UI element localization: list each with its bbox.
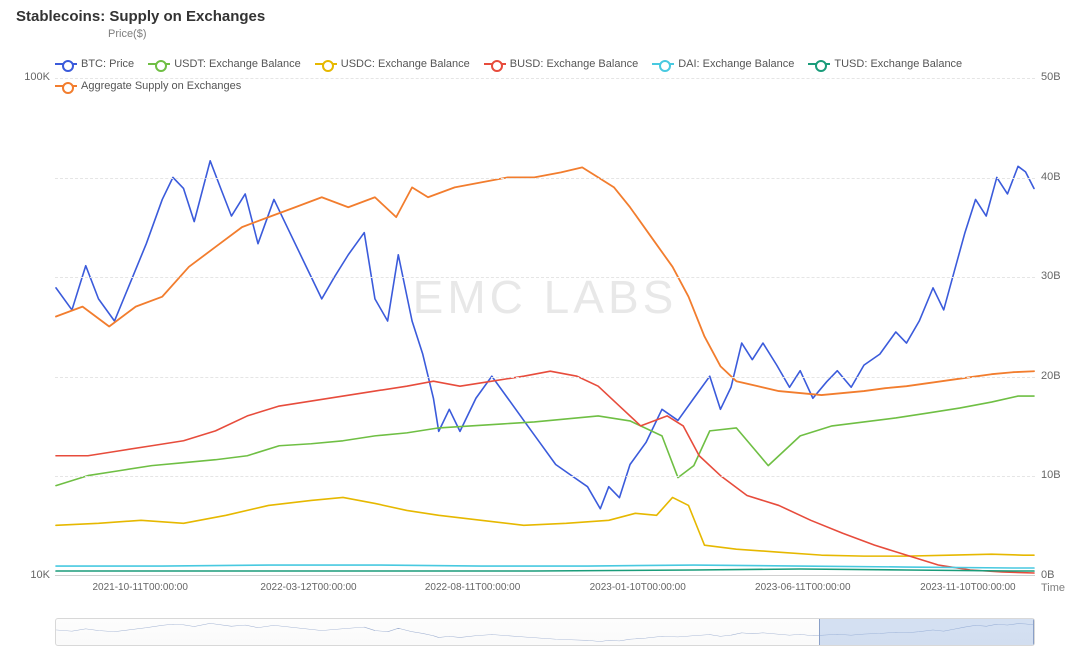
y-tick-right: 40B (1041, 171, 1061, 183)
series-busd (56, 371, 1034, 573)
brush-selection[interactable] (819, 619, 1034, 645)
y-tick-right: 50B (1041, 71, 1061, 83)
line-chart-svg (55, 78, 1035, 575)
legend-label: USDC: Exchange Balance (341, 58, 470, 70)
gridline (55, 476, 1035, 477)
y-tick-right: 20B (1041, 370, 1061, 382)
legend-swatch-usdt (148, 58, 170, 70)
gridline (55, 377, 1035, 378)
legend-item-usdt[interactable]: USDT: Exchange Balance (148, 58, 301, 70)
y-tick-right: 10B (1041, 469, 1061, 481)
legend-item-usdc[interactable]: USDC: Exchange Balance (315, 58, 470, 70)
series-usdt (56, 396, 1034, 486)
legend-swatch-btc (55, 58, 77, 70)
chart-title: Stablecoins: Supply on Exchanges (10, 8, 1070, 25)
x-tick: 2021-10-11T00:00:00 (92, 582, 187, 593)
legend-label: DAI: Exchange Balance (678, 58, 794, 70)
legend-label: TUSD: Exchange Balance (834, 58, 962, 70)
x-tick: 2022-03-12T00:00:00 (260, 582, 356, 593)
x-tick: 2023-11-10T00:00:00 (920, 582, 1015, 593)
y-tick-left: 100K (0, 71, 50, 83)
x-tick: 2023-01-10T00:00:00 (590, 582, 686, 593)
gridline (55, 277, 1035, 278)
legend-swatch-usdc (315, 58, 337, 70)
series-dai (56, 565, 1034, 568)
legend-swatch-tusd (808, 58, 830, 70)
plot-area[interactable]: EMC LABS (55, 78, 1035, 576)
series-agg (56, 167, 1034, 395)
legend-label: BTC: Price (81, 58, 134, 70)
gridline (55, 78, 1035, 79)
x-axis-label: Time (1041, 582, 1065, 594)
y-tick-right: 30B (1041, 270, 1061, 282)
series-btc (56, 161, 1034, 509)
legend-swatch-busd (484, 58, 506, 70)
legend-item-tusd[interactable]: TUSD: Exchange Balance (808, 58, 962, 70)
x-tick: 2023-06-11T00:00:00 (755, 582, 850, 593)
chart-container: Stablecoins: Supply on Exchanges Price($… (0, 0, 1080, 658)
legend-label: USDT: Exchange Balance (174, 58, 301, 70)
x-tick: 2022-08-11T00:00:00 (425, 582, 520, 593)
legend-item-busd[interactable]: BUSD: Exchange Balance (484, 58, 638, 70)
gridline (55, 178, 1035, 179)
time-brush[interactable] (55, 618, 1035, 646)
legend-item-btc[interactable]: BTC: Price (55, 58, 134, 70)
series-tusd (56, 569, 1034, 571)
y-axis-left-label: Price($) (108, 28, 147, 40)
y-tick-left: 10K (0, 569, 50, 581)
series-usdc (56, 497, 1034, 556)
legend-item-dai[interactable]: DAI: Exchange Balance (652, 58, 794, 70)
y-tick-right: 0B (1041, 569, 1054, 581)
legend-label: BUSD: Exchange Balance (510, 58, 638, 70)
legend-swatch-dai (652, 58, 674, 70)
